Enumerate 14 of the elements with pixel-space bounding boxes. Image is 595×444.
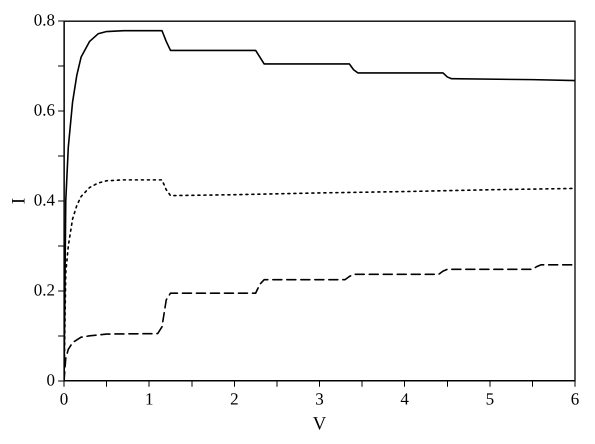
y-tick-label: 0.6 xyxy=(34,100,56,120)
x-tick-label: 1 xyxy=(144,389,154,408)
x-tick-label: 5 xyxy=(486,389,494,408)
x-tick-label: 0 xyxy=(60,389,68,408)
x-tick-label: 3 xyxy=(315,389,324,408)
x-axis-title: V xyxy=(312,414,327,435)
y-tick-label: 0.4 xyxy=(34,190,56,210)
y-tick-label: 0.2 xyxy=(34,280,56,300)
y-tick-label: 0.8 xyxy=(34,10,56,30)
y-tick-label: 0 xyxy=(46,370,56,390)
y-axis-title: I xyxy=(8,198,30,204)
x-tick-label: 6 xyxy=(570,389,580,408)
x-tick-label: 4 xyxy=(400,389,410,408)
x-tick-label: 2 xyxy=(230,389,239,408)
